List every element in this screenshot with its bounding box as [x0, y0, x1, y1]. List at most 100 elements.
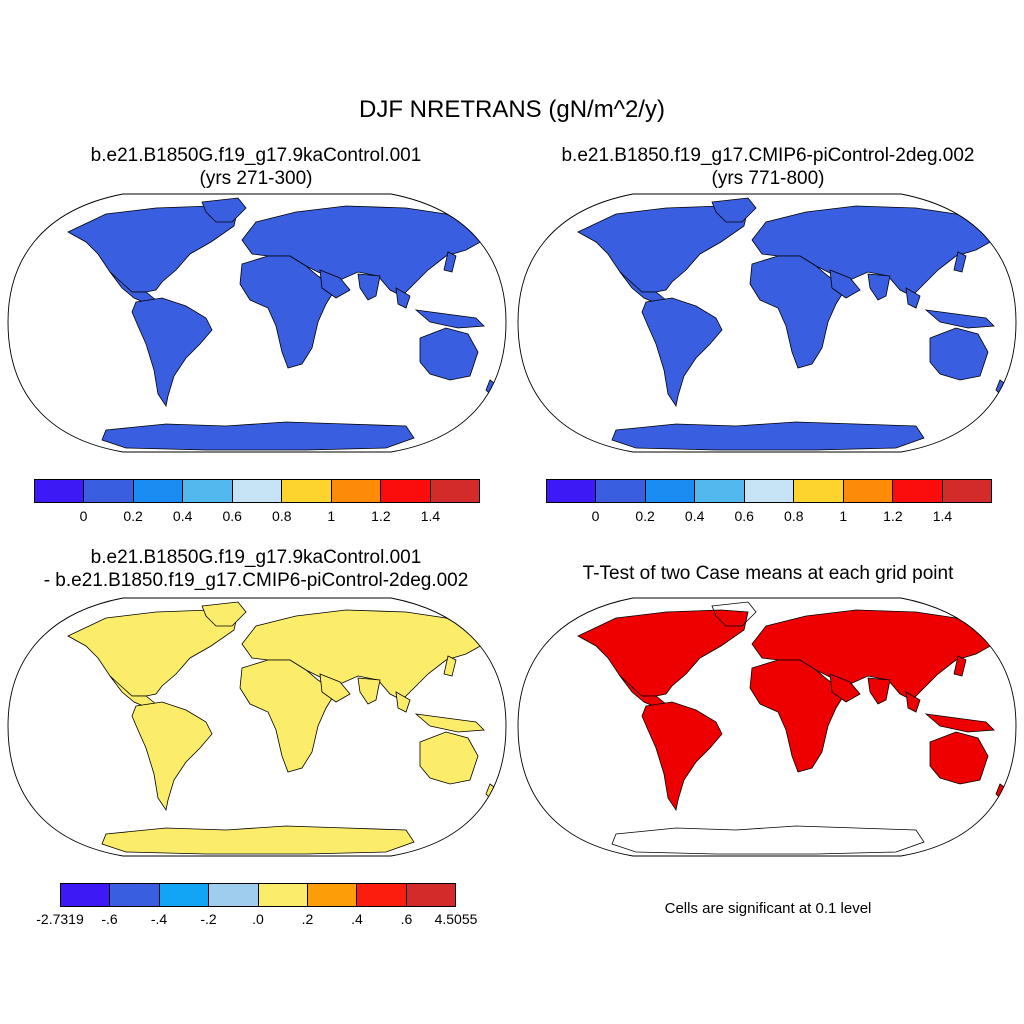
figure-title: DJF NRETRANS (gN/m^2/y) [359, 96, 665, 123]
colorbar-case1-tick-label: 1.2 [371, 508, 391, 524]
map-difference-globe-outline [7, 597, 507, 857]
colorbar-difference-tick-label: .0 [252, 911, 264, 927]
map-ttest-samerica [641, 701, 723, 812]
map-difference-seasia [395, 691, 485, 733]
map-case1-australia [419, 327, 479, 381]
map-case1-namerica [67, 205, 239, 293]
map-case2-namerica [577, 205, 749, 293]
colorbar-case2-box [942, 480, 991, 502]
colorbar-case2-box [695, 480, 745, 502]
colorbar-case2-tick-label: 0.8 [784, 508, 804, 524]
colorbar-case1-labels: 0 0.2 0.4 0.6 0.8 1 1.2 1.4 [34, 508, 480, 528]
colorbar-case1-box [282, 480, 332, 502]
colorbar-case2-box [645, 480, 696, 502]
map-case1-land-group [67, 197, 499, 451]
colorbar-difference-tick-label: .4 [351, 911, 363, 927]
colorbar-case1-box [232, 480, 283, 502]
colorbar-case1-box [133, 480, 184, 502]
map-ttest-globe-outline [517, 597, 1017, 857]
map-ttest-namerica [577, 609, 749, 697]
colorbar-case2 [546, 479, 992, 503]
colorbar-difference-box [307, 884, 358, 906]
colorbar-case1-box [331, 480, 382, 502]
colorbar-case1-tick-label: 1 [327, 508, 336, 524]
panel-title-difference-line1: b.e21.B1850G.f19_g17.9kaControl.001 [90, 547, 422, 568]
colorbar-case2-tick-label: 1.2 [883, 508, 903, 524]
map-difference-namerica [67, 609, 239, 697]
colorbar-difference-box [406, 884, 455, 906]
map-case2-arabia [829, 269, 861, 299]
panel-title-case2: b.e21.B1850.f19_g17.CMIP6-piControl-2deg… [512, 144, 1024, 190]
map-difference-arabia [319, 673, 351, 703]
map-ttest-arabia [829, 673, 861, 703]
map-case1 [7, 193, 507, 453]
colorbar-case2-tick-label: 1.4 [932, 508, 953, 524]
colorbar-difference-labels: -2.7319 -.6 -.4 -.2 .0 .2 .4 .6 4.5055 [36, 911, 477, 931]
colorbar-case2-tick-label: 0 [591, 508, 600, 524]
colorbar-case2-tick-label: 0.4 [684, 508, 705, 524]
map-case2-japan [953, 251, 967, 273]
map-case1-globe-outline [7, 193, 507, 453]
colorbar-difference-box [159, 884, 210, 906]
panel-title-case1-line2: (yrs 271-300) [199, 168, 313, 189]
map-difference-greenland [201, 601, 247, 627]
colorbar-difference-tick-label: -.6 [101, 911, 118, 927]
map-difference [7, 597, 507, 857]
map-case2-greenland [711, 197, 757, 223]
colorbar-case1-tick-label: 0.2 [123, 508, 143, 524]
colorbar-difference-box [258, 884, 308, 906]
colorbar-difference-tick-label: .2 [301, 911, 314, 927]
map-difference-samerica [131, 701, 213, 812]
colorbar-case2-labels: 0 0.2 0.4 0.6 0.8 1 1.2 1.4 [546, 508, 992, 528]
map-difference-land-group [67, 601, 499, 855]
panel-title-case2-line1: b.e21.B1850.f19_g17.CMIP6-piControl-2deg… [561, 145, 975, 166]
colorbar-case1-tick-label: 0 [79, 508, 88, 524]
colorbar-difference-box [357, 884, 407, 906]
map-ttest-africa [749, 659, 847, 773]
panel-title-case2-line2: (yrs 771-800) [711, 168, 825, 189]
colorbar-case1 [34, 479, 480, 503]
colorbar-case1-box [430, 480, 479, 502]
colorbar-case1-tick-label: 0.4 [172, 508, 193, 524]
colorbar-case1-box [35, 480, 85, 502]
map-case2-africa [749, 255, 847, 369]
map-case1-greenland [201, 197, 247, 223]
map-difference-japan [443, 655, 457, 677]
colorbar-case2-box [893, 480, 943, 502]
colorbar-difference [60, 883, 456, 907]
map-case1-africa [239, 255, 337, 369]
map-difference-africa [239, 659, 337, 773]
map-difference-australia [419, 731, 479, 785]
colorbar-difference-box [61, 884, 111, 906]
map-ttest-seasia [905, 691, 995, 733]
colorbar-difference-tick-label: .6 [400, 911, 413, 927]
map-difference-antarctica [101, 825, 415, 855]
colorbar-case2-box [547, 480, 597, 502]
panel-title-ttest: T-Test of two Case means at each grid po… [582, 563, 954, 584]
colorbar-difference-box [110, 884, 160, 906]
colorbar-case1-box [84, 480, 134, 502]
map-case2-antarctica [611, 421, 925, 451]
map-case1-india [357, 273, 381, 301]
colorbar-difference-tick-label: -.2 [200, 911, 217, 927]
map-case2-land-group [577, 197, 1009, 451]
map-case1-antarctica [101, 421, 415, 451]
colorbar-case1-box [183, 480, 233, 502]
map-case1-japan [443, 251, 457, 273]
colorbar-case1-tick-label: 0.8 [272, 508, 292, 524]
map-case1-samerica [131, 297, 213, 408]
map-ttest-india [867, 677, 891, 705]
colorbar-case2-tick-label: 1 [839, 508, 848, 524]
colorbar-case2-box [744, 480, 795, 502]
significance-note: Cells are significant at 0.1 level [664, 900, 872, 917]
panel-title-case1-line1: b.e21.B1850G.f19_g17.9kaControl.001 [90, 145, 422, 166]
map-case2-globe-outline [517, 193, 1017, 453]
colorbar-difference-tick-label: -.4 [150, 911, 168, 927]
map-case2-seasia [905, 287, 995, 329]
colorbar-case2-box [794, 480, 844, 502]
map-ttest-australia [929, 731, 989, 785]
map-case1-arabia [319, 269, 351, 299]
panel-title-difference: b.e21.B1850G.f19_g17.9kaControl.001 - b.… [0, 546, 524, 592]
map-difference-india [357, 677, 381, 705]
map-case2-india [867, 273, 891, 301]
